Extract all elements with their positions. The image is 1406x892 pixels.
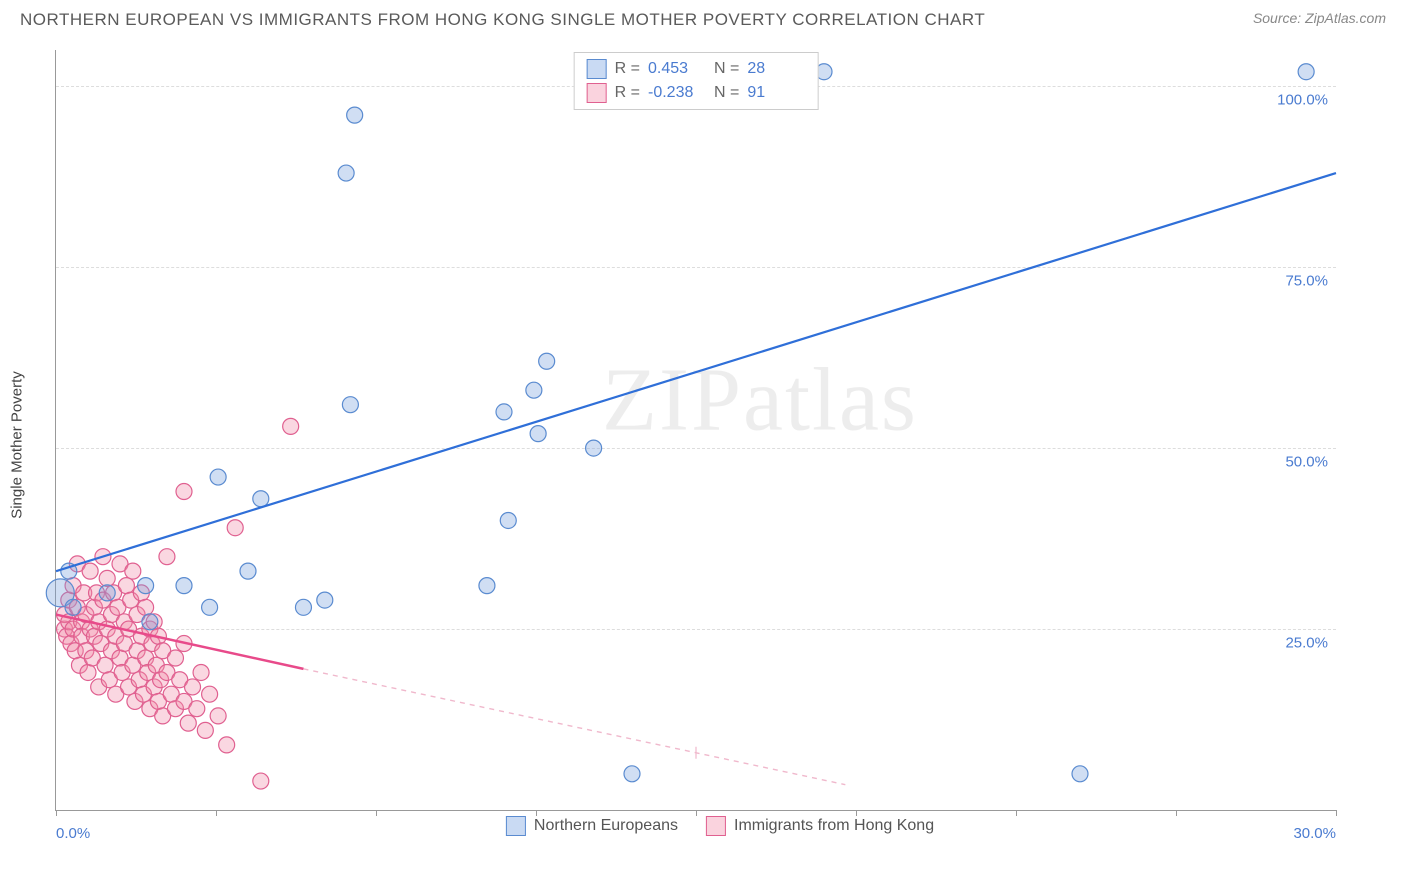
data-point	[283, 418, 299, 434]
legend-label-blue: Northern Europeans	[534, 817, 678, 835]
data-point	[176, 578, 192, 594]
data-point	[125, 563, 141, 579]
plot-region: ZIPatlas R = 0.453 N = 28 R = -0.238 N =…	[55, 50, 1336, 811]
legend-r-value-blue: 0.453	[648, 57, 706, 81]
data-point	[202, 599, 218, 615]
legend-n-label: N =	[714, 81, 739, 105]
swatch-pink-icon	[587, 83, 607, 103]
data-point	[479, 578, 495, 594]
data-point	[240, 563, 256, 579]
correlation-legend: R = 0.453 N = 28 R = -0.238 N = 91	[574, 52, 819, 110]
xtick	[1336, 810, 1337, 816]
data-point	[500, 512, 516, 528]
swatch-blue-icon	[587, 59, 607, 79]
data-point	[526, 382, 542, 398]
series-legend: Northern Europeans Immigrants from Hong …	[506, 816, 934, 836]
xtick	[1176, 810, 1177, 816]
data-point	[816, 64, 832, 80]
data-point	[97, 657, 113, 673]
xtick-label: 30.0%	[1293, 825, 1336, 842]
legend-r-value-pink: -0.238	[648, 81, 706, 105]
scatter-svg	[56, 50, 1336, 810]
data-point	[342, 397, 358, 413]
swatch-blue-icon	[506, 816, 526, 836]
data-point	[167, 650, 183, 666]
data-point	[496, 404, 512, 420]
data-point	[82, 563, 98, 579]
swatch-pink-icon	[706, 816, 726, 836]
data-point	[189, 701, 205, 717]
xtick-label: 0.0%	[56, 825, 90, 842]
xtick	[56, 810, 57, 816]
legend-n-value-pink: 91	[747, 81, 805, 105]
data-point	[586, 440, 602, 456]
data-point	[295, 599, 311, 615]
legend-row-pink: R = -0.238 N = 91	[587, 81, 806, 105]
data-point	[99, 585, 115, 601]
data-point	[142, 614, 158, 630]
legend-row-blue: R = 0.453 N = 28	[587, 57, 806, 81]
data-point	[338, 165, 354, 181]
data-point	[253, 773, 269, 789]
trendline-pink-dashed	[303, 669, 845, 785]
data-point	[227, 520, 243, 536]
data-point	[193, 664, 209, 680]
legend-n-value-blue: 28	[747, 57, 805, 81]
trendline-blue	[56, 173, 1336, 571]
y-axis-label: Single Mother Poverty	[9, 371, 26, 519]
xtick	[376, 810, 377, 816]
data-point	[210, 708, 226, 724]
data-point	[80, 664, 96, 680]
data-point	[118, 578, 134, 594]
data-point	[539, 353, 555, 369]
data-point	[347, 107, 363, 123]
xtick	[1016, 810, 1017, 816]
data-point	[253, 491, 269, 507]
chart-title: NORTHERN EUROPEAN VS IMMIGRANTS FROM HON…	[20, 10, 985, 30]
data-point	[317, 592, 333, 608]
data-point	[99, 570, 115, 586]
legend-n-label: N =	[714, 57, 739, 81]
data-point	[530, 426, 546, 442]
data-point	[1298, 64, 1314, 80]
data-point	[624, 766, 640, 782]
data-point	[202, 686, 218, 702]
data-point	[210, 469, 226, 485]
xtick	[216, 810, 217, 816]
legend-r-label: R =	[615, 57, 640, 81]
data-point	[159, 549, 175, 565]
data-point	[197, 722, 213, 738]
chart-area: Single Mother Poverty ZIPatlas R = 0.453…	[55, 50, 1385, 840]
legend-item-blue: Northern Europeans	[506, 816, 678, 836]
source-attribution: Source: ZipAtlas.com	[1253, 10, 1386, 26]
data-point	[65, 599, 81, 615]
legend-r-label: R =	[615, 81, 640, 105]
data-point	[176, 484, 192, 500]
data-point	[185, 679, 201, 695]
data-point	[219, 737, 235, 753]
data-point	[138, 578, 154, 594]
data-point	[1072, 766, 1088, 782]
data-point	[180, 715, 196, 731]
legend-item-pink: Immigrants from Hong Kong	[706, 816, 934, 836]
data-point	[138, 599, 154, 615]
legend-label-pink: Immigrants from Hong Kong	[734, 817, 934, 835]
